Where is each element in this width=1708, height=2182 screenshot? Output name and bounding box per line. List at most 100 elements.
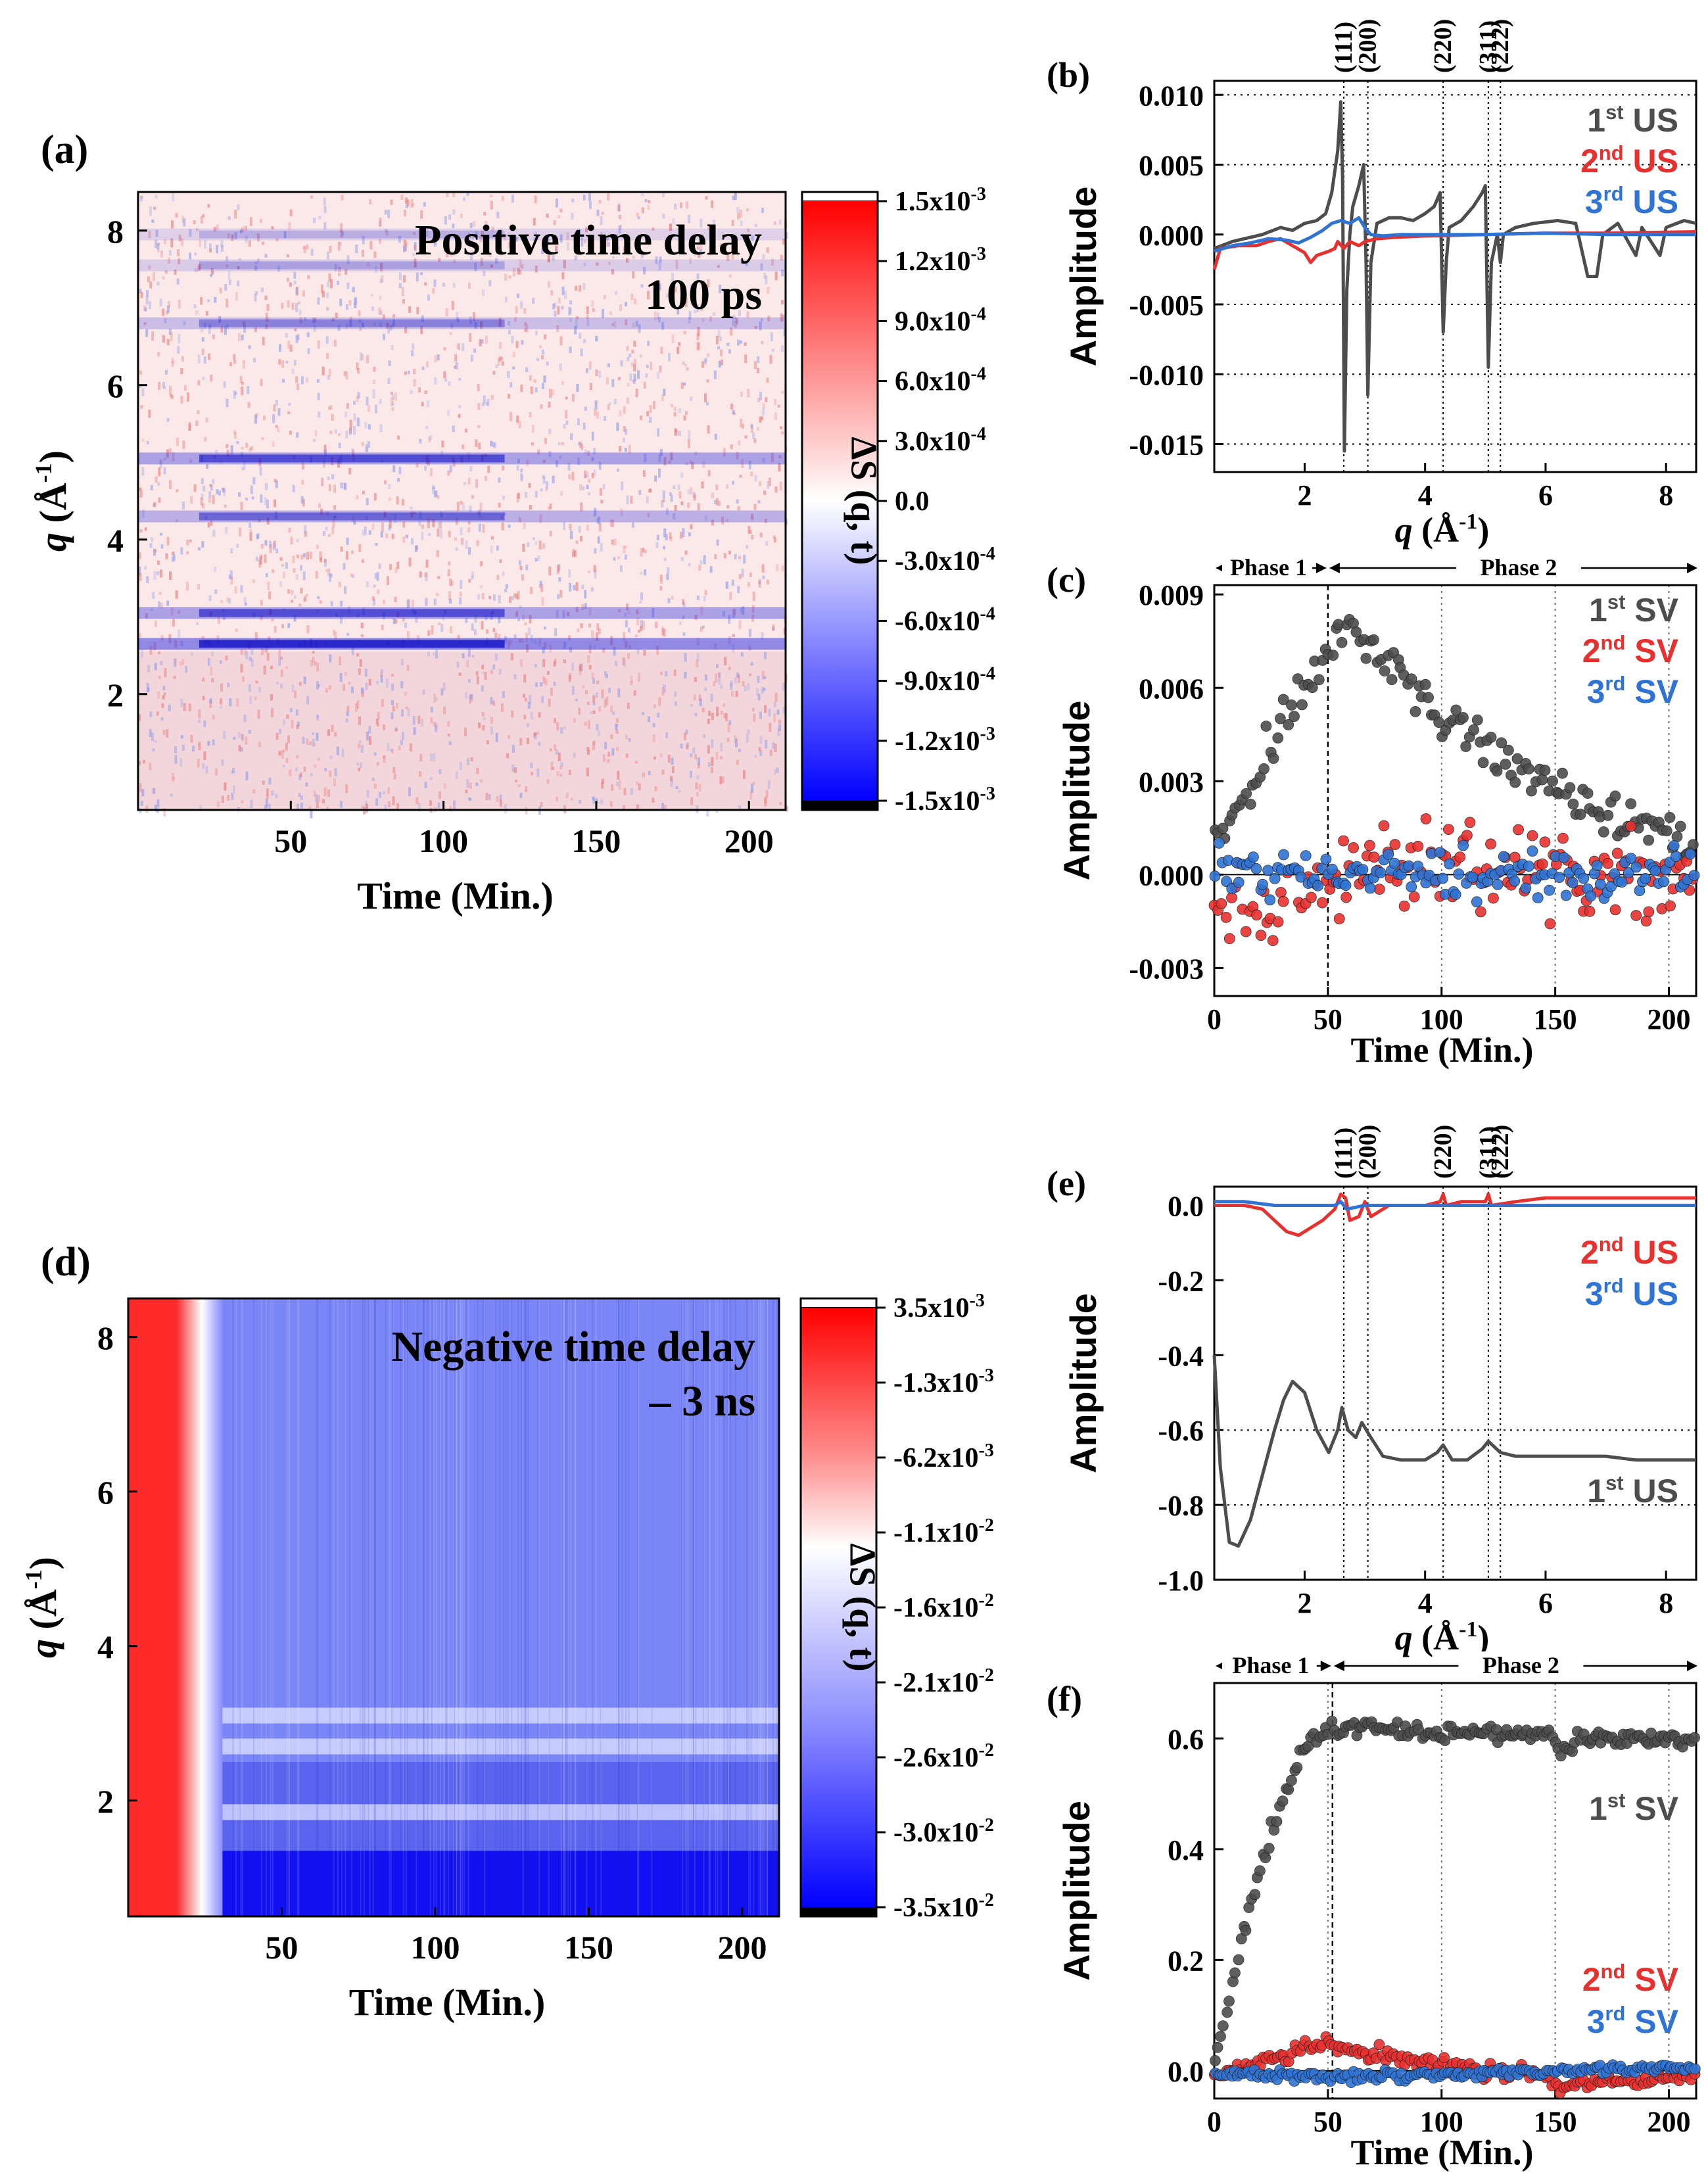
heatmap-noise-cell xyxy=(327,729,330,736)
heatmap-noise-cell xyxy=(675,431,678,436)
heatmap-noise-cell xyxy=(513,593,517,598)
heatmap-noise-cell xyxy=(767,287,770,294)
heatmap-noise-cell xyxy=(604,415,607,421)
heatmap-noise-cell xyxy=(190,496,193,504)
heatmap-noise-cell xyxy=(141,439,145,442)
heatmap-noise-cell xyxy=(391,392,394,395)
heatmap-noise-cell xyxy=(546,671,550,675)
heatmap-noise-cell xyxy=(548,389,552,398)
heatmap-noise-cell xyxy=(479,339,482,346)
heatmap-noise-cell xyxy=(257,709,260,719)
legend-entry: 2nd US xyxy=(1580,141,1678,179)
heatmap-noise-cell xyxy=(567,462,571,471)
heatmap-noise-cell xyxy=(325,336,329,344)
plot-frame xyxy=(1213,80,1697,473)
heatmap-noise-cell xyxy=(367,441,370,448)
heatmap-noise-cell xyxy=(776,564,779,572)
colorbar-tick-label: -1.2x10-3 xyxy=(895,724,995,757)
heatmap-noise-cell xyxy=(582,486,585,490)
heatmap-noise-cell xyxy=(392,465,396,472)
heatmap-noise-cell xyxy=(421,315,424,322)
heatmap-noise-cell xyxy=(149,646,153,655)
heatmap-noise-cell xyxy=(389,564,392,570)
heatmap-noise-cell xyxy=(626,495,629,505)
heatmap-noise-cell xyxy=(529,615,532,624)
heatmap-noise-cell xyxy=(607,363,611,368)
peak-label: (200) xyxy=(1354,1125,1382,1179)
heatmap-noise-cell xyxy=(197,354,201,364)
heatmap-noise-cell xyxy=(497,357,500,366)
heatmap-noise-cell xyxy=(549,748,552,751)
heatmap-noise-cell xyxy=(456,344,460,349)
heatmap-noise-cell xyxy=(182,440,185,449)
heatmap-noise-cell xyxy=(557,306,560,315)
heatmap-noise-cell xyxy=(780,315,784,322)
heatmap-noise-cell xyxy=(157,352,160,357)
heatmap-noise-cell xyxy=(659,449,663,456)
heatmap-noise-cell xyxy=(496,212,500,219)
heatmap-noise-cell xyxy=(368,736,371,745)
heatmap-noise-cell xyxy=(579,441,582,448)
heatmap-noise-cell xyxy=(373,366,376,372)
heatmap-streak xyxy=(694,1298,696,1916)
heatmap-noise-cell xyxy=(254,293,257,302)
data-point-3rd-SV xyxy=(1523,861,1534,872)
heatmap-noise-cell xyxy=(410,506,413,510)
heatmap-noise-cell xyxy=(731,579,734,586)
heatmap-noise-cell xyxy=(398,272,402,280)
heatmap-noise-cell xyxy=(170,793,173,797)
heatmap-noise-cell xyxy=(458,343,461,350)
heatmap-noise-cell xyxy=(398,283,402,289)
heatmap-noise-cell xyxy=(313,790,316,797)
heatmap-noise-cell xyxy=(335,312,338,318)
heatmap-noise-cell xyxy=(772,624,775,631)
heatmap-noise-cell xyxy=(291,599,294,603)
heatmap-noise-cell xyxy=(405,204,408,208)
heatmap-noise-cell xyxy=(207,204,210,208)
heatmap-noise-cell xyxy=(382,314,385,320)
heatmap-noise-cell xyxy=(469,694,473,700)
heatmap-noise-cell xyxy=(704,674,707,681)
heatmap-noise-cell xyxy=(201,327,204,333)
heatmap-noise-cell xyxy=(665,732,669,738)
heatmap-noise-cell xyxy=(234,209,237,219)
heatmap-noise-cell xyxy=(412,253,415,256)
heatmap-noise-cell xyxy=(285,562,288,569)
heatmap-noise-cell xyxy=(138,632,141,638)
heatmap-noise-cell xyxy=(709,229,712,239)
heatmap-noise-cell xyxy=(141,509,145,519)
heatmap-noise-cell xyxy=(741,569,744,577)
heatmap-noise-cell xyxy=(700,559,703,565)
colorbar-tick-label: 3.0x10-4 xyxy=(895,424,986,457)
heatmap-noise-cell xyxy=(139,573,142,581)
heatmap-noise-cell xyxy=(636,648,640,654)
heatmap-noise-cell xyxy=(782,238,786,245)
heatmap-noise-cell xyxy=(225,324,229,329)
data-point-3rd-SV xyxy=(1450,889,1461,900)
heatmap-noise-cell xyxy=(636,609,639,615)
heatmap-streak xyxy=(772,1298,774,1916)
heatmap-noise-cell xyxy=(441,440,444,448)
heatmap-noise-cell xyxy=(689,257,692,264)
heatmap-noise-cell xyxy=(278,649,281,658)
heatmap-noise-cell xyxy=(150,608,153,611)
peak-label: (220) xyxy=(1429,19,1457,73)
heatmap-noise-cell xyxy=(237,333,241,341)
heatmap-noise-cell xyxy=(266,652,270,661)
heatmap-noise-cell xyxy=(581,604,584,610)
heatmap-noise-cell xyxy=(608,402,611,405)
heatmap-noise-cell xyxy=(387,742,390,751)
heatmap-noise-cell xyxy=(203,323,206,329)
heatmap-noise-cell xyxy=(714,433,717,440)
heatmap-noise-cell xyxy=(653,311,657,321)
heatmap-noise-cell xyxy=(415,617,418,623)
heatmap-noise-cell xyxy=(756,368,759,374)
heatmap-noise-cell xyxy=(546,213,549,218)
heatmap-noise-cell xyxy=(410,390,413,394)
phase2-arrowhead-right xyxy=(1687,1661,1697,1671)
heatmap-noise-cell xyxy=(169,571,172,580)
heatmap-noise-cell xyxy=(468,233,471,237)
heatmap-noise-cell xyxy=(696,595,700,600)
heatmap-noise-cell xyxy=(318,503,321,508)
heatmap-noise-cell xyxy=(287,589,291,594)
